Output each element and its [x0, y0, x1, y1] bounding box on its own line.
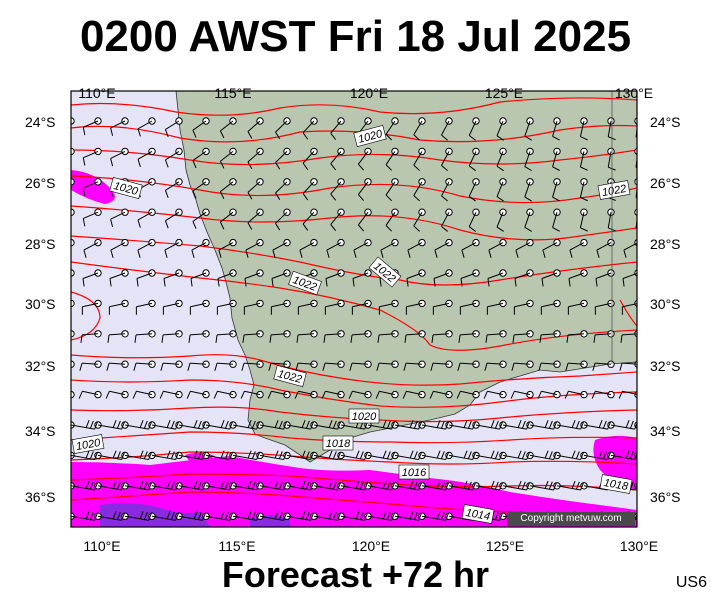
wind-barb-feather — [56, 187, 57, 195]
isobar-label: 1016 — [399, 465, 429, 479]
lat-label: 24°S — [25, 114, 56, 130]
lon-label: 110°E — [83, 538, 120, 554]
lat-label: 36°S — [25, 489, 56, 505]
wind-barb-feather — [57, 250, 59, 258]
lat-label: 28°S — [25, 236, 56, 252]
wind-station — [635, 209, 641, 215]
wind-barb-feather — [653, 511, 656, 518]
region-code: US6 — [676, 574, 707, 592]
forecast-label: Forecast +72 hr — [0, 554, 711, 596]
wind-barb-feather — [657, 451, 660, 458]
lon-label: 130°E — [615, 85, 653, 101]
wind-barb — [56, 151, 71, 156]
wind-barb-feather — [56, 278, 57, 286]
wind-barb — [55, 334, 71, 335]
wind-barb-feather — [653, 481, 656, 488]
svg-text:1016: 1016 — [402, 467, 427, 479]
lat-label: 24°S — [650, 114, 681, 130]
wind-barb-feather — [52, 391, 55, 398]
lon-label: 125°E — [485, 85, 523, 101]
wind-barb-feather — [56, 157, 57, 165]
isobar-label: 1020 — [349, 409, 379, 423]
lat-label: 26°S — [25, 175, 56, 191]
wind-barb-feather — [56, 126, 57, 134]
wind-station — [635, 239, 641, 245]
svg-text:1020: 1020 — [352, 411, 377, 423]
wind-barb — [55, 363, 71, 364]
lat-labels-left: 24°S 26°S 28°S 30°S 32°S 34°S 36°S — [25, 114, 56, 505]
wind-barb-feather — [662, 513, 665, 520]
wind-barb — [638, 455, 662, 459]
lon-label: 130°E — [620, 538, 658, 554]
wind-barb-feather — [56, 218, 57, 226]
lon-labels-bottom: 110°E 115°E 120°E 125°E 130°E — [83, 538, 658, 554]
wind-barb — [56, 121, 71, 126]
copyright-notice: Copyright metvuw.com — [507, 512, 635, 526]
wind-station — [635, 118, 641, 124]
lat-label: 32°S — [25, 358, 56, 374]
lat-label: 34°S — [650, 423, 681, 439]
wind-barb-feather — [657, 512, 660, 519]
wind-barb-feather — [662, 452, 665, 459]
lon-label: 125°E — [486, 538, 524, 554]
wind-barb — [56, 182, 71, 187]
lat-label: 28°S — [650, 236, 681, 252]
wind-barb-feather — [54, 335, 55, 343]
lon-label: 120°E — [352, 538, 390, 554]
wind-barb — [56, 212, 71, 217]
lat-label: 36°S — [650, 489, 681, 505]
wind-barb — [638, 516, 662, 520]
lon-label: 120°E — [350, 85, 388, 101]
wind-barb — [56, 273, 71, 278]
lat-label: 32°S — [650, 358, 681, 374]
wind-station — [635, 270, 641, 276]
lat-label: 30°S — [650, 296, 681, 312]
svg-text:1018: 1018 — [326, 438, 351, 450]
wind-barb — [57, 243, 71, 251]
wind-station — [635, 148, 641, 154]
wind-station — [635, 179, 641, 185]
wind-barb — [55, 303, 71, 306]
isobar-label: 1018 — [323, 436, 353, 450]
wind-barb — [55, 391, 71, 394]
lon-label: 115°E — [214, 85, 251, 101]
lat-label: 26°S — [650, 175, 681, 191]
lon-label: 110°E — [78, 85, 115, 101]
lat-label: 34°S — [25, 423, 56, 439]
lon-label: 115°E — [218, 538, 255, 554]
lat-label: 30°S — [25, 296, 56, 312]
wind-barb-feather — [653, 451, 656, 458]
lat-labels-right: 24°S 26°S 28°S 30°S 32°S 34°S 36°S — [650, 114, 681, 505]
